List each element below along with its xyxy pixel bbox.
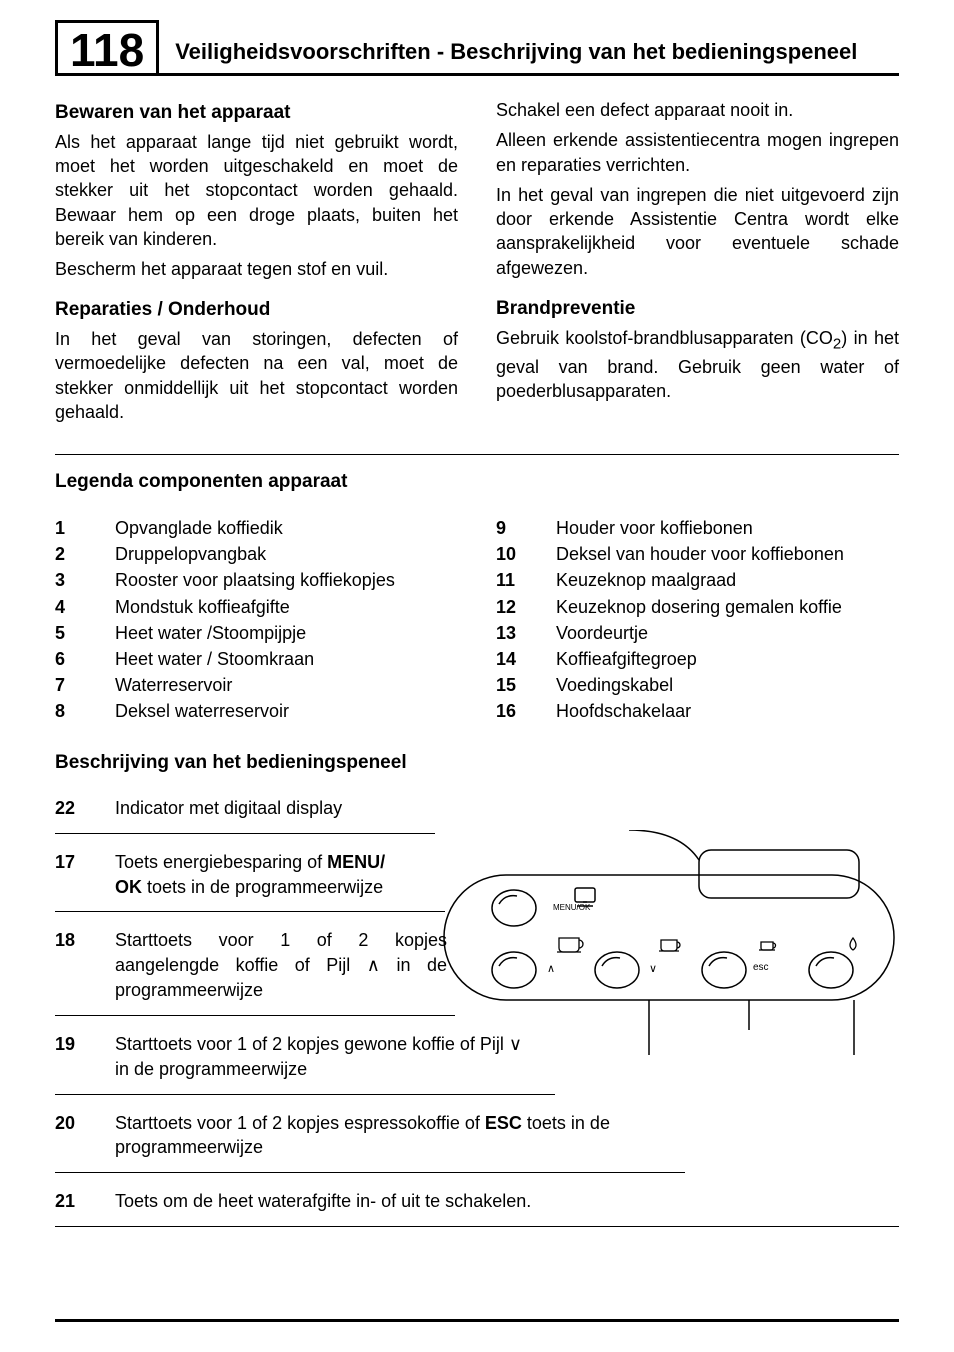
para-repairs: In het geval van storingen, defecten of … bbox=[55, 327, 458, 424]
para-defect-2: Alleen erkende assistentiecentra mogen i… bbox=[496, 128, 899, 177]
legend-right: 9Houder voor koffiebonen 10Deksel van ho… bbox=[496, 515, 899, 724]
label-down: ∨ bbox=[649, 963, 657, 975]
para-defect-3: In het geval van ingrepen die niet uitge… bbox=[496, 183, 899, 280]
panel-item-20: 20 Starttoets voor 1 of 2 kopjes espress… bbox=[55, 1111, 685, 1174]
para-fire-a: Gebruik koolstof-brandblusapparaten (CO bbox=[496, 328, 833, 348]
header-title: Veiligheidsvoorschriften - Beschrijving … bbox=[175, 39, 857, 73]
label-esc: esc bbox=[753, 962, 769, 973]
heading-storage: Bewaren van het apparaat bbox=[55, 100, 458, 126]
legend-item: 10Deksel van houder voor koffiebonen bbox=[496, 541, 899, 567]
heading-fire: Brandpreventie bbox=[496, 296, 899, 322]
panel-title: Beschrijving van het bedieningspeneel bbox=[55, 752, 899, 774]
legend-item: 8Deksel waterreservoir bbox=[55, 698, 458, 724]
panel-text-17: Toets energiebesparing of MENU/ OK toets… bbox=[115, 850, 435, 900]
panel-item-21: 21 Toets om de heet waterafgifte in- of … bbox=[55, 1189, 899, 1227]
panel-text-20: Starttoets voor 1 of 2 kopjes espressoko… bbox=[115, 1111, 675, 1161]
legend-item: 6Heet water / Stoomkraan bbox=[55, 646, 458, 672]
legend-item: 9Houder voor koffiebonen bbox=[496, 515, 899, 541]
legend-item: 7Waterreservoir bbox=[55, 672, 458, 698]
para-defect-1: Schakel een defect apparaat nooit in. bbox=[496, 98, 899, 122]
legend-item: 3Rooster voor plaatsing koffiekopjes bbox=[55, 567, 458, 593]
control-panel-diagram: MENU/OK ∧ ∨ esc bbox=[439, 830, 899, 1060]
separator-1 bbox=[55, 454, 899, 455]
legend-item: 2Druppelopvangbak bbox=[55, 541, 458, 567]
legend-item: 11Keuzeknop maalgraad bbox=[496, 567, 899, 593]
para-fire-sub: 2 bbox=[833, 335, 841, 352]
footer-rule bbox=[55, 1319, 899, 1322]
legend-columns: 1Opvanglade koffiedik 2Druppelopvangbak … bbox=[55, 515, 899, 724]
para-storage-2: Bescherm het apparaat tegen stof en vuil… bbox=[55, 257, 458, 281]
legend-left: 1Opvanglade koffiedik 2Druppelopvangbak … bbox=[55, 515, 458, 724]
label-menuok: MENU/OK bbox=[553, 903, 591, 912]
para-storage-1: Als het apparaat lange tijd niet gebruik… bbox=[55, 130, 458, 251]
page-number-box: 118 bbox=[55, 20, 159, 73]
panel-group: MENU/OK ∧ ∨ esc 22 Indicator met digitaa… bbox=[55, 796, 899, 1227]
right-column: Schakel een defect apparaat nooit in. Al… bbox=[496, 98, 899, 440]
legend-item: 13Voordeurtje bbox=[496, 620, 899, 646]
panel-item-22: 22 Indicator met digitaal display bbox=[55, 796, 435, 834]
legend-item: 12Keuzeknop dosering gemalen koffie bbox=[496, 594, 899, 620]
panel-item-18: 18 Starttoets voor 1 of 2 kopjes aangele… bbox=[55, 928, 455, 1015]
legend-item: 1Opvanglade koffiedik bbox=[55, 515, 458, 541]
page-number: 118 bbox=[70, 25, 144, 73]
legend-title: Legenda componenten apparaat bbox=[55, 471, 899, 493]
legend-item: 16Hoofdschakelaar bbox=[496, 698, 899, 724]
legend-item: 4Mondstuk koffieafgifte bbox=[55, 594, 458, 620]
legend-item: 5Heet water /Stoompijpje bbox=[55, 620, 458, 646]
page-header: 118 Veiligheidsvoorschriften - Beschrijv… bbox=[55, 20, 899, 76]
legend-item: 14Koffieafgiftegroep bbox=[496, 646, 899, 672]
legend-item: 15Voedingskabel bbox=[496, 672, 899, 698]
intro-columns: Bewaren van het apparaat Als het apparaa… bbox=[55, 98, 899, 440]
para-fire: Gebruik koolstof-brandblusapparaten (CO2… bbox=[496, 326, 899, 403]
panel-item-17: 17 Toets energiebesparing of MENU/ OK to… bbox=[55, 850, 445, 913]
heading-repairs: Reparaties / Onderhoud bbox=[55, 297, 458, 323]
label-up: ∧ bbox=[547, 963, 555, 975]
left-column: Bewaren van het apparaat Als het apparaa… bbox=[55, 98, 458, 440]
